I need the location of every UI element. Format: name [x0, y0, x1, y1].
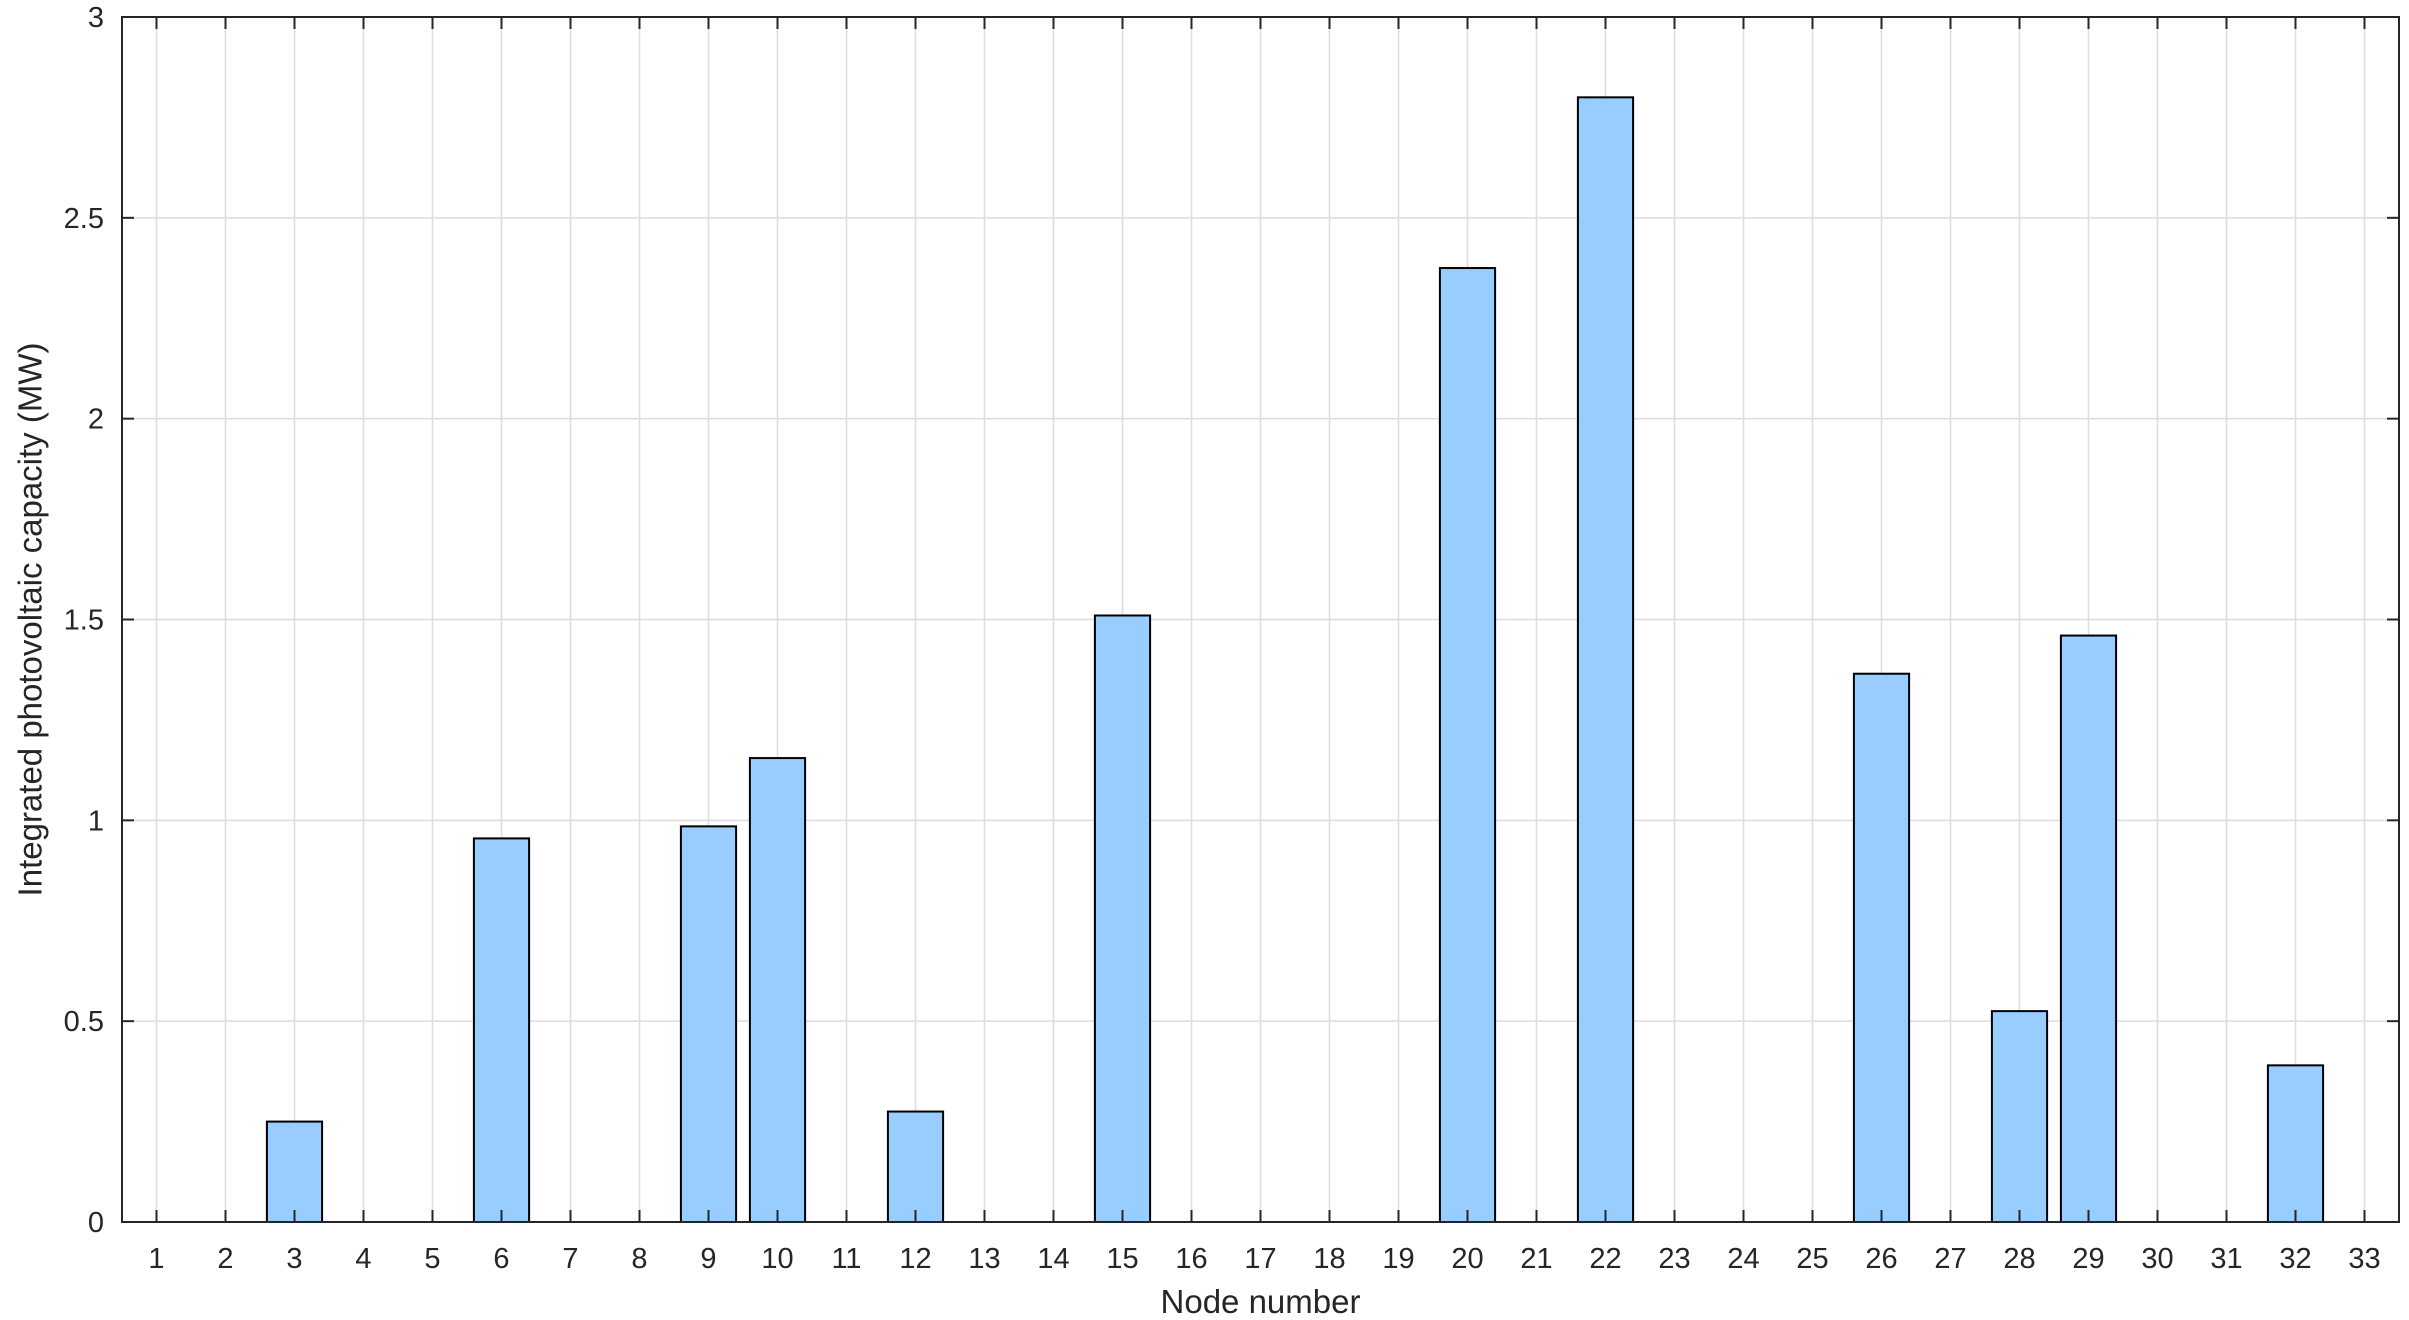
x-tick-label: 4 [355, 1243, 371, 1275]
y-axis-label: Integrated photovoltaic capacity (MW) [12, 343, 49, 897]
x-tick-label: 2 [217, 1243, 233, 1275]
bar-node-20 [1438, 267, 1497, 1223]
x-tick-label: 23 [1658, 1243, 1690, 1275]
x-tick-label: 28 [2003, 1243, 2035, 1275]
y-tick-labels: 0 0.5 1 1.5 2 2.5 3 [64, 2, 104, 1239]
x-tick-label: 10 [761, 1243, 793, 1275]
x-tick-label: 21 [1520, 1243, 1552, 1275]
x-tick-label: 20 [1451, 1243, 1483, 1275]
x-tick-label: 14 [1037, 1243, 1069, 1275]
grid-lines [122, 16, 2399, 1223]
bar-node-15 [1093, 614, 1152, 1223]
bar-node-28 [1990, 1010, 2049, 1223]
y-tick-label: 3 [88, 2, 104, 34]
bar-node-26 [1852, 672, 1911, 1223]
x-tick-label: 11 [831, 1243, 861, 1275]
x-tick-label: 27 [1934, 1243, 1966, 1275]
x-tick-label: 33 [2348, 1243, 2380, 1275]
x-tick-label: 31 [2210, 1243, 2242, 1275]
bar-node-9 [679, 825, 738, 1223]
x-tick-label: 9 [700, 1243, 716, 1275]
x-tick-label: 19 [1382, 1243, 1414, 1275]
x-tick-label: 30 [2141, 1243, 2173, 1275]
bar-node-32 [2266, 1064, 2325, 1223]
x-tick-label: 25 [1796, 1243, 1828, 1275]
bar-node-29 [2059, 634, 2118, 1223]
x-tick-label: 29 [2072, 1243, 2104, 1275]
x-tick-label: 26 [1865, 1243, 1897, 1275]
x-tick-label: 12 [899, 1243, 931, 1275]
x-tick-label: 1 [148, 1243, 164, 1275]
x-tick-label: 24 [1727, 1243, 1759, 1275]
x-axis-label: Node number [1161, 1283, 1361, 1320]
bar-node-6 [472, 837, 531, 1223]
bars [128, 96, 2393, 1224]
y-tick-label: 2.5 [64, 203, 104, 235]
x-tick-label: 22 [1589, 1243, 1621, 1275]
bar-node-22 [1576, 96, 1635, 1223]
x-tick-label: 5 [424, 1243, 440, 1275]
x-tick-label: 17 [1244, 1243, 1276, 1275]
x-tick-label: 6 [493, 1243, 509, 1275]
bar-node-10 [748, 757, 807, 1223]
y-tick-label: 1 [88, 805, 104, 837]
x-tick-label: 15 [1106, 1243, 1138, 1275]
x-tick-label: 3 [286, 1243, 302, 1275]
x-tick-labels: 1 2 3 4 5 6 7 8 9 10 11 12 13 14 15 16 17 18 19 20 21 22 23 24 2… [148, 1243, 2380, 1275]
bar-node-3 [265, 1120, 324, 1224]
x-tick-label: 8 [631, 1243, 647, 1275]
y-tick-label: 0 [88, 1207, 104, 1239]
y-tick-label: 1.5 [64, 605, 104, 637]
x-tick-label: 7 [562, 1243, 578, 1275]
x-tick-label: 13 [968, 1243, 1000, 1275]
axis-ticks [122, 16, 2399, 1223]
x-tick-label: 18 [1313, 1243, 1345, 1275]
y-tick-label: 2 [88, 404, 104, 436]
x-tick-label: 32 [2279, 1243, 2311, 1275]
y-tick-label: 0.5 [64, 1006, 104, 1038]
x-tick-label: 16 [1175, 1243, 1207, 1275]
bar-node-12 [886, 1110, 945, 1223]
